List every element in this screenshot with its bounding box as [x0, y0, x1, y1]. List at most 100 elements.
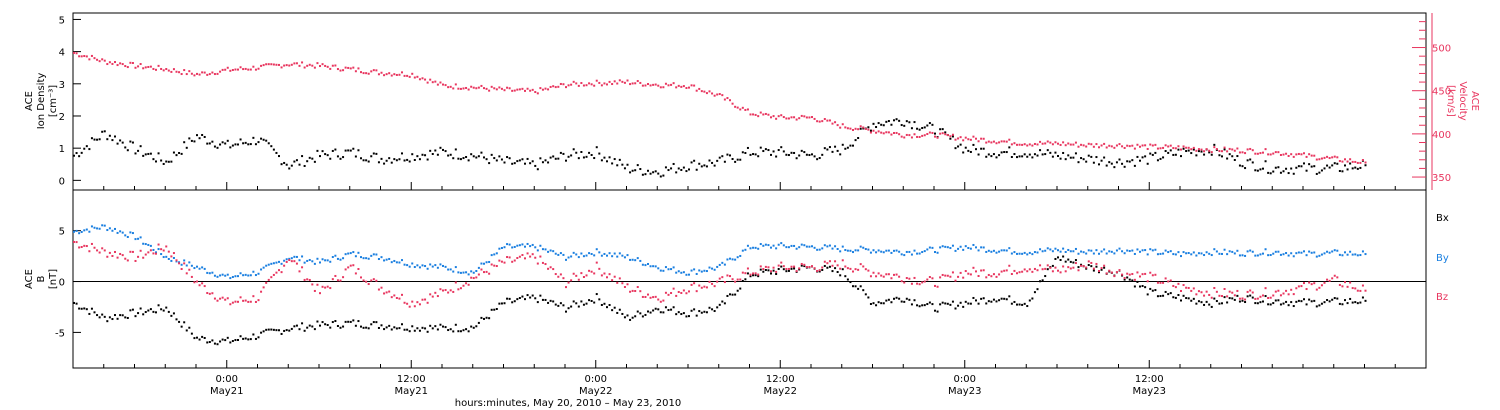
- bx-point: [900, 300, 903, 303]
- velocity-point: [572, 80, 575, 83]
- bx-point: [226, 336, 229, 339]
- by-point: [342, 257, 345, 260]
- density-point: [767, 149, 770, 152]
- velocity-point: [718, 93, 721, 96]
- velocity-point: [1033, 142, 1036, 145]
- by-point: [254, 274, 257, 277]
- by-point: [257, 272, 260, 275]
- bx-point: [1174, 296, 1177, 299]
- x-tick-time-label: 0:00: [954, 374, 976, 385]
- by-point: [603, 252, 606, 255]
- velocity-point: [1105, 146, 1108, 149]
- density-point: [249, 143, 252, 146]
- bz-point: [647, 293, 649, 296]
- bz-point: [1051, 270, 1054, 273]
- bx-point: [1144, 286, 1147, 289]
- bx-point: [208, 341, 211, 344]
- bz-point: [941, 273, 944, 276]
- density-point: [1279, 171, 1282, 174]
- density-point: [1236, 155, 1239, 158]
- density-tick-label: 4: [59, 48, 65, 59]
- bz-point: [780, 261, 783, 264]
- velocity-point: [306, 64, 309, 67]
- by-point: [544, 248, 547, 251]
- density-point: [234, 143, 237, 146]
- velocity-point: [1090, 143, 1093, 146]
- velocity-point: [688, 86, 690, 89]
- velocity-point: [695, 89, 698, 92]
- bz-point: [1323, 281, 1326, 284]
- density-point: [1103, 156, 1106, 159]
- bx-point: [949, 303, 952, 306]
- velocity-point: [910, 136, 913, 139]
- velocity-point: [995, 142, 998, 145]
- by-point: [700, 270, 703, 273]
- velocity-point: [805, 116, 808, 119]
- velocity-point: [698, 87, 701, 90]
- by-point: [1290, 252, 1293, 255]
- velocity-point: [1169, 144, 1172, 147]
- bz-point: [580, 272, 583, 275]
- by-point: [1272, 252, 1275, 255]
- field-axis-label: ACE B [nT]: [24, 269, 59, 289]
- density-point: [1313, 165, 1316, 168]
- bx-point: [454, 323, 457, 326]
- density-point: [713, 164, 716, 167]
- density-point: [916, 127, 919, 130]
- bx-point: [429, 324, 432, 327]
- by-point: [977, 249, 980, 252]
- by-point: [1139, 250, 1141, 253]
- by-point: [675, 271, 678, 274]
- velocity-point: [1346, 160, 1349, 163]
- velocity-point: [1141, 144, 1144, 147]
- bx-point: [462, 329, 465, 332]
- density-point: [557, 157, 560, 160]
- density-point: [900, 124, 903, 127]
- velocity-point: [744, 108, 747, 111]
- velocity-point: [1331, 156, 1334, 159]
- by-point: [818, 248, 821, 251]
- by-point: [572, 251, 575, 254]
- velocity-point: [731, 102, 734, 105]
- bz-point: [1233, 294, 1236, 297]
- bz-point: [772, 266, 775, 269]
- bx-point: [1210, 305, 1213, 308]
- bz-point: [1144, 272, 1147, 275]
- bx-point: [844, 275, 847, 278]
- density-point: [639, 168, 642, 171]
- bz-point: [611, 279, 614, 282]
- density-point: [111, 139, 114, 142]
- density-point: [183, 141, 186, 144]
- bx-point: [992, 298, 995, 301]
- bz-point: [190, 275, 193, 278]
- bx-point: [326, 324, 329, 327]
- velocity-point: [424, 78, 427, 81]
- density-point: [1036, 154, 1039, 157]
- by-point: [1318, 254, 1321, 257]
- velocity-point: [664, 82, 667, 85]
- by-point: [1156, 253, 1159, 256]
- bz-point: [972, 266, 975, 269]
- by-point: [1226, 253, 1229, 256]
- density-point: [498, 155, 501, 158]
- by-point: [711, 267, 714, 270]
- bz-point: [613, 275, 616, 278]
- bx-point: [270, 328, 273, 331]
- velocity-point: [193, 74, 196, 77]
- bz-point: [898, 275, 901, 278]
- bz-point: [1156, 281, 1159, 284]
- bx-point: [1364, 299, 1367, 302]
- density-point: [898, 119, 901, 122]
- velocity-point: [1349, 158, 1352, 161]
- bx-point: [616, 311, 619, 314]
- velocity-point: [541, 88, 544, 91]
- velocity-point: [219, 70, 222, 73]
- velocity-point: [659, 86, 662, 89]
- by-point: [231, 275, 234, 278]
- by-point: [213, 274, 216, 277]
- bz-point: [1187, 286, 1190, 289]
- density-point: [465, 156, 468, 159]
- velocity-point: [749, 113, 752, 116]
- velocity-point: [905, 133, 908, 136]
- by-point: [293, 255, 296, 258]
